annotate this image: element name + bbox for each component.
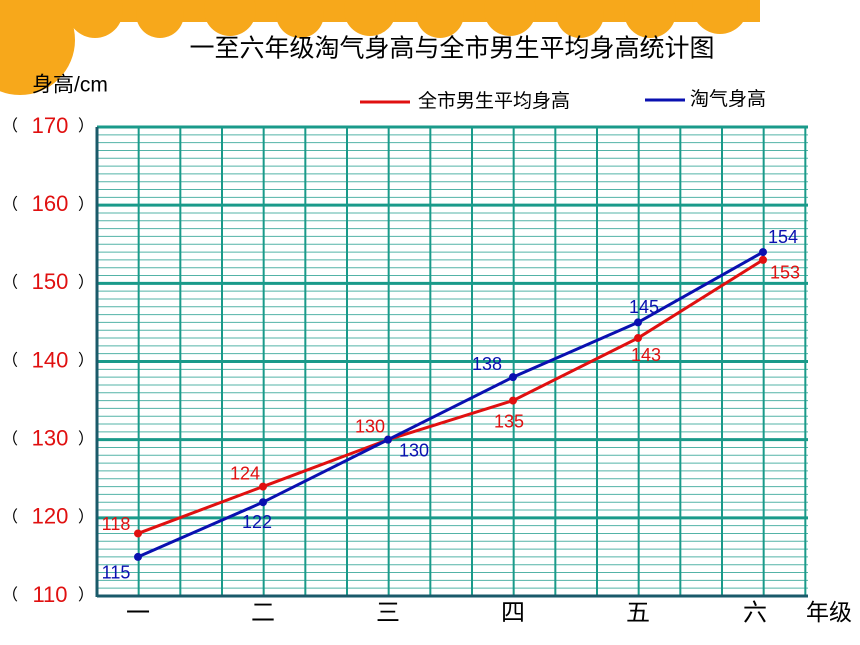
legend-label: 全市男生平均身高 [418,90,570,112]
x-tick-label: 一 [126,599,150,627]
data-label: 154 [768,227,798,247]
data-point [634,334,642,343]
data-point [259,498,267,507]
data-label: 130 [355,416,385,436]
y-tick-bracket: （ [2,117,18,135]
y-tick-bracket: （ [2,430,18,448]
data-label: 138 [472,354,502,374]
data-label: 145 [629,297,659,317]
x-tick-label: 四 [501,599,525,627]
data-point [259,482,267,491]
data-point [509,396,517,405]
y-tick-bracket: ） [78,352,94,370]
y-tick-bracket: ） [78,117,94,135]
data-label: 143 [631,345,661,365]
y-tick-bracket: ） [78,274,94,292]
y-tick-bracket: （ [2,195,18,213]
y-tick-bracket: ） [78,508,94,526]
y-tick-bracket: （ [2,508,18,526]
x-axis-label: 年级 [806,600,852,626]
data-point [134,552,142,561]
y-tick-label: 120 [32,504,69,529]
y-tick-bracket: （ [2,352,18,370]
chart-title: 一至六年级淘气身高与全市男生平均身高统计图 [189,34,714,63]
data-point [759,248,767,257]
y-tick-label: 170 [32,113,69,138]
data-point [509,373,517,382]
data-label: 124 [230,463,260,483]
data-point [384,435,392,444]
y-tick-label: 140 [32,347,69,372]
x-tick-label: 二 [251,599,275,627]
data-label: 122 [242,512,272,532]
data-point [634,318,642,327]
legend-label: 淘气身高 [690,88,766,110]
data-label: 130 [399,440,429,460]
series-line [137,258,764,535]
y-tick-label: 130 [32,425,69,450]
y-tick-bracket: （ [2,274,18,292]
data-label: 118 [102,514,131,534]
data-label: 115 [102,563,131,583]
data-label: 153 [770,263,800,283]
data-point [759,255,767,264]
y-tick-bracket: （ [2,586,18,604]
y-tick-label: 110 [32,582,67,607]
y-tick-bracket: ） [78,586,94,604]
data-point [134,529,142,538]
y-tick-bracket: ） [78,195,94,213]
y-axis-label: 身高/cm [32,74,108,97]
y-tick-label: 160 [32,191,69,216]
data-label: 135 [494,411,524,431]
series-line [137,250,764,559]
x-tick-label: 六 [743,599,767,627]
x-tick-label: 三 [376,599,400,627]
decoration-cloud [0,0,760,95]
y-tick-label: 150 [32,269,69,294]
x-tick-label: 五 [626,599,650,627]
y-tick-bracket: ） [78,430,94,448]
